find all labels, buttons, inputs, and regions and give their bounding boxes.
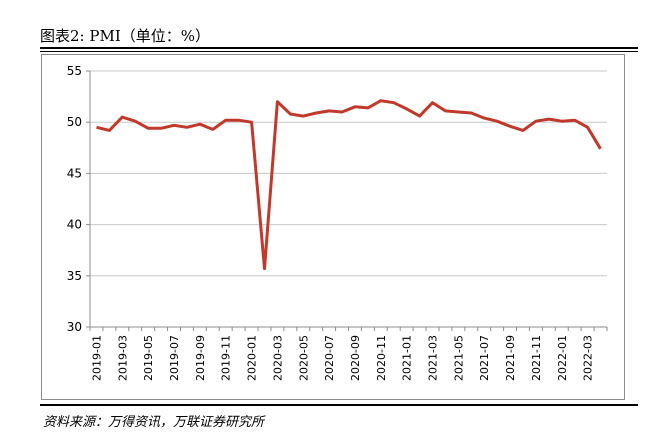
title-bottom-rule — [40, 51, 638, 52]
x-tick-label: 2021-07 — [478, 335, 491, 381]
y-tick-label: 35 — [67, 269, 82, 283]
y-tick-label: 40 — [67, 218, 82, 232]
chart-title: 图表2: PMI（单位：%） — [40, 27, 210, 45]
x-tick-label: 2019-09 — [194, 335, 207, 381]
source-note: 资料来源：万得资讯，万联证券研究所 — [43, 415, 265, 430]
y-axis-ticks: 30 35 40 45 50 55 — [67, 64, 90, 334]
title-top-rule — [40, 47, 638, 49]
x-tick-label: 2019-07 — [168, 335, 181, 381]
x-tick-label: 2022-03 — [582, 335, 595, 381]
x-tick-label: 2020-01 — [246, 335, 259, 381]
x-tick-label: 2019-01 — [90, 335, 103, 381]
footer-rule — [40, 404, 638, 406]
x-tick-label: 2020-03 — [271, 335, 284, 381]
pmi-series-line — [96, 99, 602, 271]
x-tick-label: 2021-11 — [530, 335, 543, 381]
x-tick-label: 2020-07 — [323, 335, 336, 381]
x-tick-label: 2021-09 — [504, 335, 517, 381]
y-tick-label: 55 — [67, 64, 82, 78]
x-tick-label: 2019-03 — [116, 335, 129, 381]
x-tick-label: 2021-05 — [452, 335, 465, 381]
x-tick-label: 2019-11 — [220, 335, 233, 381]
x-tick-label: 2022-01 — [556, 335, 569, 381]
y-tick-label: 45 — [67, 166, 82, 180]
x-axis — [89, 71, 608, 331]
y-tick-label: 50 — [67, 115, 82, 129]
chart-frame — [41, 54, 625, 400]
x-tick-label: 2021-03 — [427, 335, 440, 381]
y-tick-label: 30 — [67, 320, 82, 334]
x-tick-label: 2019-05 — [142, 335, 155, 381]
x-tick-label: 2021-01 — [401, 335, 414, 381]
x-tick-label: 2020-09 — [349, 335, 362, 381]
x-axis-tick-labels: 2019-01 2019-03 2019-05 2019-07 2019-09 2019-… — [90, 335, 594, 381]
x-tick-label: 2020-11 — [375, 335, 388, 381]
x-tick-label: 2020-05 — [297, 335, 310, 381]
